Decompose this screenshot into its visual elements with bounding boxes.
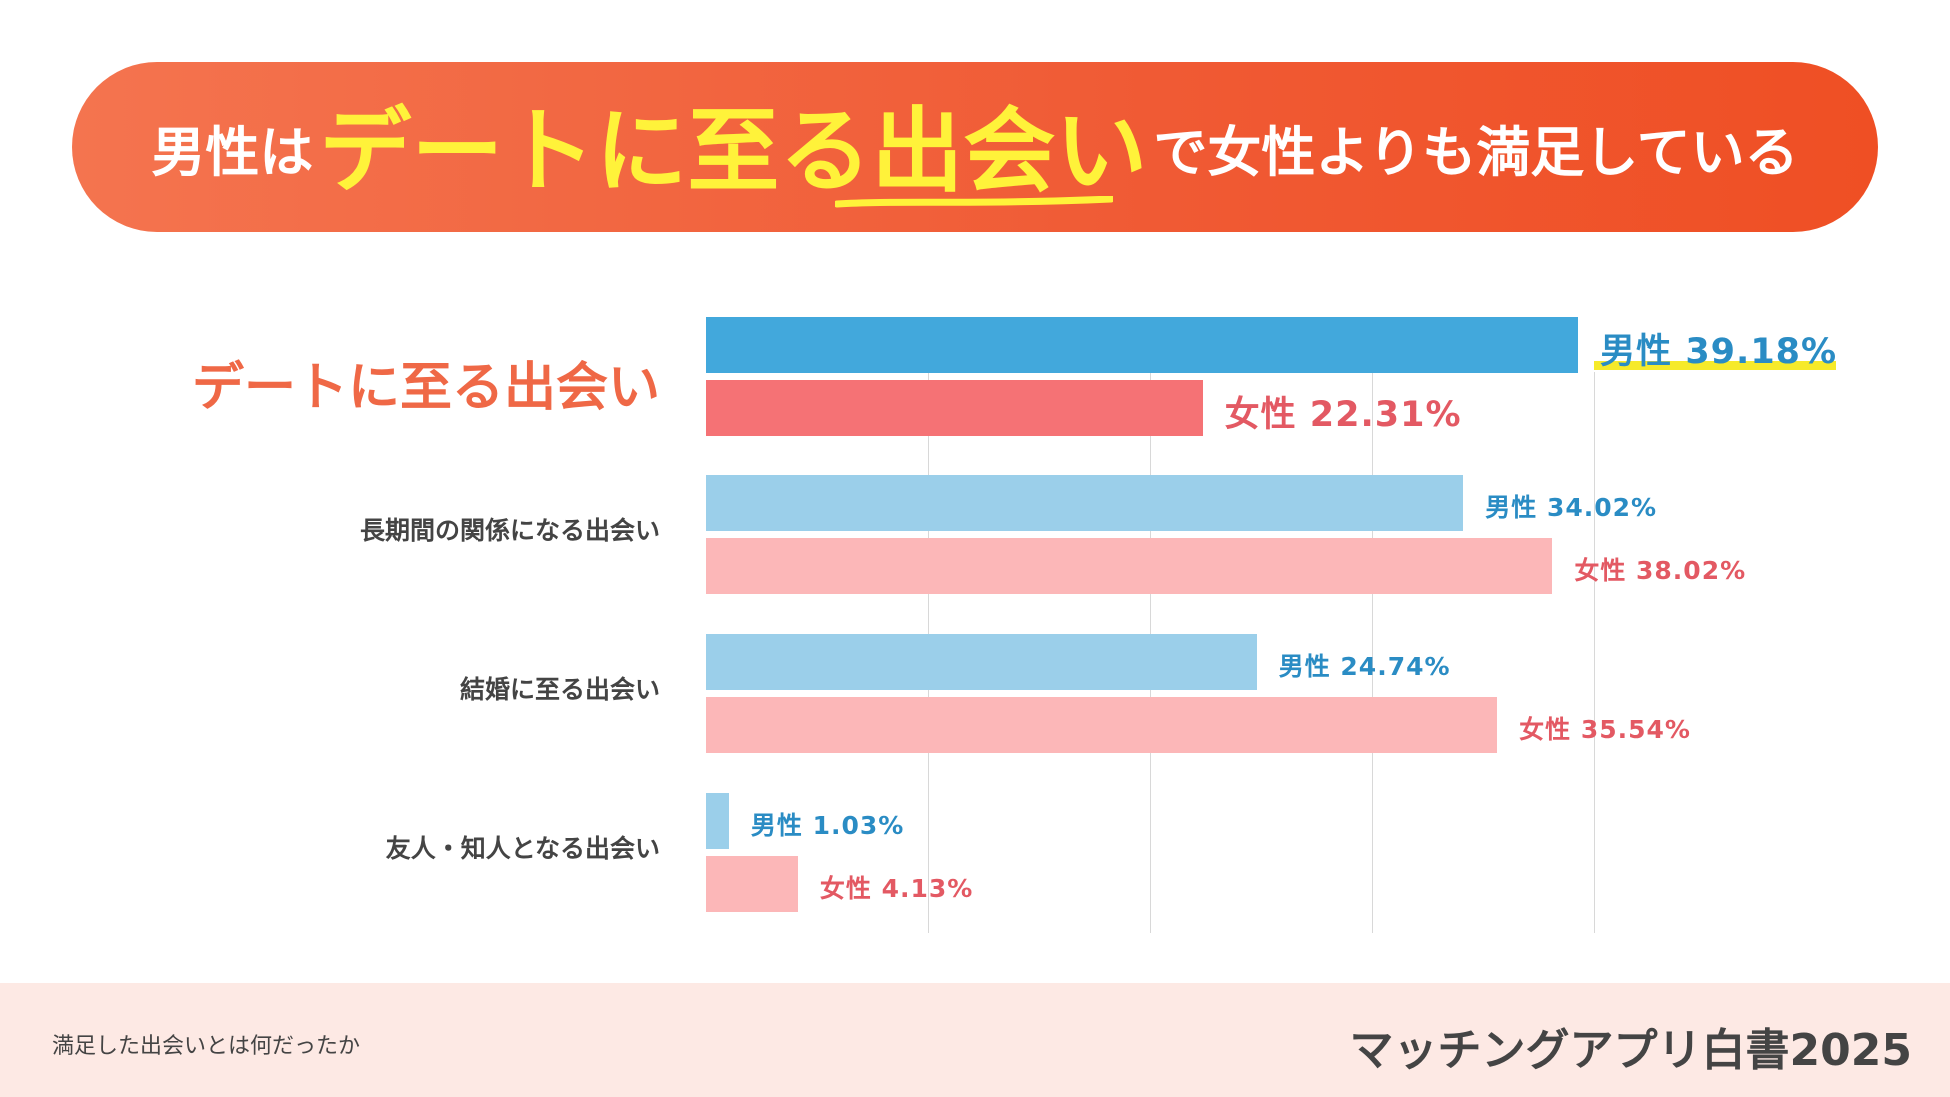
female-bar	[706, 697, 1498, 753]
gridline	[1372, 372, 1373, 933]
female-bar	[706, 856, 798, 912]
title-part2: で女性よりも満足している	[1153, 120, 1799, 184]
category-label: デートに至る出会い	[191, 358, 660, 418]
title-highlight: デートに至る出会い	[319, 97, 1148, 205]
category-label: 友人・知人となる出会い	[385, 834, 660, 863]
male-value-label: 男性 1.03%	[750, 811, 905, 840]
male-bar	[706, 317, 1579, 373]
footer-note: 満足した出会いとは何だったか	[52, 1034, 361, 1059]
male-bar	[706, 634, 1257, 690]
male-value-label: 男性 34.02%	[1485, 493, 1658, 522]
title-highlight-underline	[835, 196, 1113, 208]
male-value-label: 男性 39.18%	[1600, 332, 1838, 372]
female-bar	[706, 538, 1553, 594]
male-value-label: 男性 24.74%	[1278, 652, 1451, 681]
footer	[0, 983, 1950, 1097]
female-value-label: 女性 38.02%	[1574, 556, 1747, 585]
female-value-label: 女性 4.13%	[819, 874, 974, 903]
category-label: 結婚に至る出会い	[459, 675, 660, 704]
female-bar	[706, 380, 1203, 436]
male-bar	[706, 475, 1464, 531]
category-label: 長期間の関係になる出会い	[359, 516, 660, 545]
female-value-label: 女性 22.31%	[1224, 395, 1462, 435]
title-part1: 男性は	[151, 120, 314, 184]
gridline	[1594, 372, 1595, 933]
value-highlight-underline	[1594, 361, 1837, 370]
female-value-label: 女性 35.54%	[1519, 715, 1691, 744]
footer-brand: マッチングアプリ白書2025	[1349, 1025, 1912, 1076]
male-bar	[706, 793, 729, 849]
